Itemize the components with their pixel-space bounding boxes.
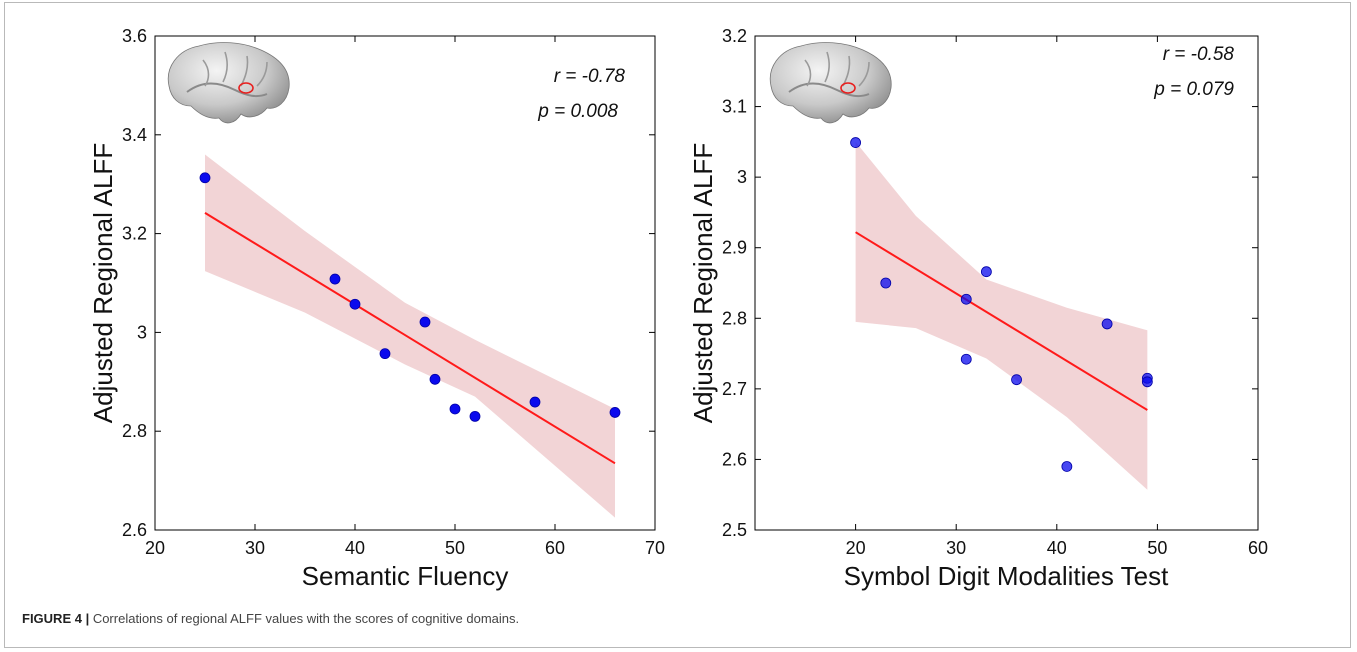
x-tick-label: 20 <box>846 538 866 558</box>
y-tick-label: 2.5 <box>722 520 747 540</box>
x-axis-label: Semantic Fluency <box>302 561 509 591</box>
x-tick-label: 40 <box>1047 538 1067 558</box>
x-tick-label: 30 <box>946 538 966 558</box>
x-tick-label: 40 <box>345 538 365 558</box>
data-point <box>960 293 972 305</box>
data-point <box>850 137 861 148</box>
y-axis-label: Adjusted Regional ALFF <box>688 143 718 423</box>
data-point <box>529 396 541 408</box>
data-point <box>1101 318 1113 330</box>
x-axis-label: Symbol Digit Modalities Test <box>844 561 1169 591</box>
y-tick-label: 3.1 <box>722 97 747 117</box>
figure-frame <box>4 2 1351 648</box>
r-annotation: r = -0.58 <box>1163 44 1235 65</box>
p-annotation: p = 0.008 <box>537 101 618 122</box>
data-point <box>379 348 391 360</box>
chart-semantic-fluency: 20 30 40 50 60 70 2.6 2.8 3 3.2 3.4 3.6 Semantic F… <box>88 26 665 591</box>
figure-caption: FIGURE 4 | Correlations of regional ALFF… <box>22 611 519 626</box>
x-tick-label: 60 <box>1248 538 1268 558</box>
data-point <box>419 316 431 328</box>
data-point <box>1061 461 1073 472</box>
data-point <box>199 172 211 184</box>
p-annotation: p = 0.079 <box>1153 79 1234 100</box>
data-point <box>880 277 892 289</box>
roi-marker <box>840 82 856 94</box>
data-point <box>1011 374 1022 386</box>
data-point <box>469 410 481 422</box>
y-tick-label: 2.9 <box>722 238 747 258</box>
y-tick-label: 2.8 <box>722 308 747 328</box>
data-point <box>980 266 992 278</box>
x-tick-label: 50 <box>1147 538 1167 558</box>
data-point <box>960 353 972 365</box>
x-tick-label: 70 <box>645 538 665 558</box>
x-tick-label: 20 <box>145 538 165 558</box>
confidence-band <box>855 141 1148 490</box>
y-tick-label: 2.8 <box>122 421 147 441</box>
data-point <box>429 373 441 385</box>
y-axis-label: Adjusted Regional ALFF <box>88 143 118 423</box>
figure-canvas: 20 30 40 50 60 70 2.6 2.8 3 3.2 3.4 3.6 Semantic F… <box>88 26 1268 591</box>
y-tick-label: 3 <box>137 322 147 342</box>
data-point <box>349 298 361 310</box>
figure-caption-text: Correlations of regional ALFF values wit… <box>89 611 520 626</box>
data-point <box>449 403 461 415</box>
y-tick-label: 3 <box>737 167 747 187</box>
data-point <box>1141 376 1153 388</box>
x-tick-label: 30 <box>245 538 265 558</box>
data-point <box>609 407 621 418</box>
brain-lateral-icon <box>769 42 892 124</box>
x-tick-label: 60 <box>545 538 565 558</box>
y-tick-label: 3.6 <box>122 26 147 46</box>
y-tick-label: 3.2 <box>722 26 747 46</box>
chart-symbol-digit: 20 30 40 50 60 2.5 2.6 2.7 2.8 2.9 3 3.1 3.2 Symbol… <box>688 26 1268 591</box>
y-tick-label: 2.6 <box>722 449 747 469</box>
confidence-band <box>205 154 615 518</box>
brain-lateral-icon <box>167 42 290 124</box>
plot-area <box>754 35 1259 531</box>
y-tick-label: 3.2 <box>122 224 147 244</box>
y-tick-label: 3.4 <box>122 125 147 145</box>
plot-area <box>154 35 656 531</box>
x-tick-label: 50 <box>445 538 465 558</box>
roi-marker <box>238 82 254 94</box>
r-annotation: r = -0.78 <box>554 66 626 87</box>
y-tick-label: 2.7 <box>722 379 747 399</box>
regression-line <box>855 231 1148 411</box>
y-tick-label: 2.6 <box>122 520 147 540</box>
regression-line <box>204 211 616 465</box>
figure-label: FIGURE 4 | <box>22 611 90 626</box>
data-point <box>329 273 341 285</box>
